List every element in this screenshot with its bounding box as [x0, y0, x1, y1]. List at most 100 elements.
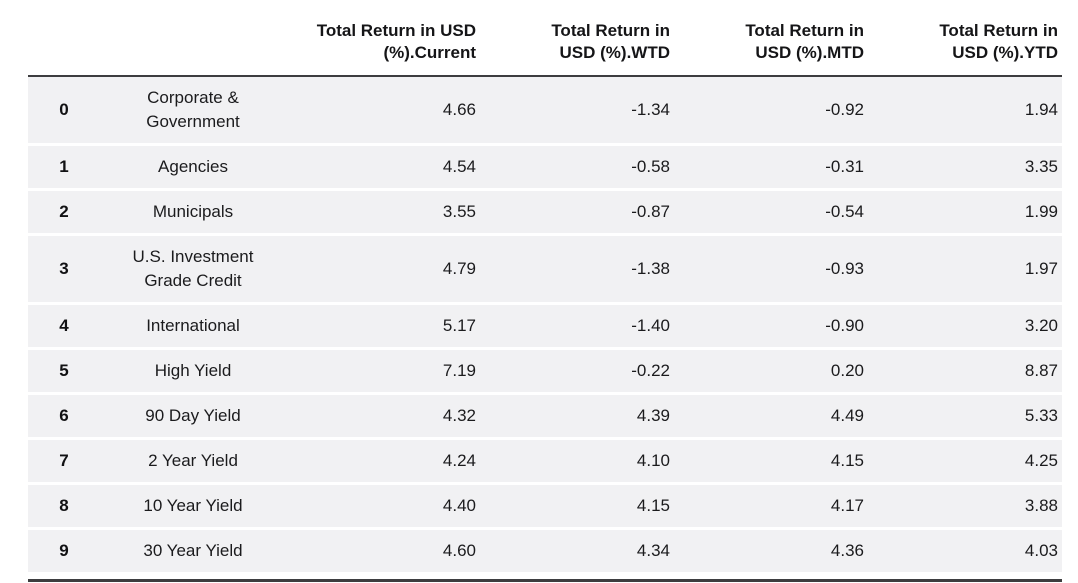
value-mtd: 4.17 [830, 496, 864, 515]
value-wtd: 4.10 [636, 451, 670, 470]
header-line: Total Return in USD [316, 21, 476, 40]
value-wtd: -0.22 [631, 361, 670, 380]
table-row: 8 10 Year Yield 4.40 4.15 4.17 3.88 [28, 483, 1062, 529]
value-mtd: 0.20 [830, 361, 864, 380]
row-index: 1 [59, 157, 69, 176]
row-label: Corporate & Government [100, 76, 286, 145]
row-label: 30 Year Yield [100, 529, 286, 573]
value-wtd: -1.38 [631, 259, 670, 278]
row-index: 3 [59, 259, 69, 278]
value-mtd: -0.90 [825, 316, 864, 335]
row-index: 5 [59, 361, 69, 380]
row-label-text: Agencies [158, 157, 228, 176]
value-current: 4.32 [442, 406, 476, 425]
row-index: 4 [59, 316, 69, 335]
table-row: 1 Agencies 4.54 -0.58 -0.31 3.35 [28, 144, 1062, 190]
table-row: 4 International 5.17 -1.40 -0.90 3.20 [28, 303, 1062, 349]
header-line: Total Return in [745, 21, 864, 40]
value-mtd: -0.54 [825, 202, 864, 221]
value-ytd: 3.20 [1024, 316, 1058, 335]
row-index: 8 [59, 496, 69, 515]
value-ytd: 8.87 [1024, 361, 1058, 380]
row-label-text: 2 Year Yield [148, 451, 238, 470]
value-current: 3.55 [442, 202, 476, 221]
value-current: 4.54 [442, 157, 476, 176]
row-label: 10 Year Yield [100, 484, 286, 529]
value-ytd: 1.94 [1024, 100, 1058, 119]
row-label: High Yield [100, 349, 286, 394]
row-index: 0 [59, 100, 69, 119]
value-current: 4.24 [442, 451, 476, 470]
value-current: 4.66 [442, 100, 476, 119]
value-mtd: 4.49 [830, 406, 864, 425]
header-line: USD (%).MTD [755, 43, 864, 62]
header-total-return-mtd: Total Return in USD (%).MTD [674, 0, 868, 77]
value-wtd: 4.34 [636, 541, 670, 560]
header-row: Total Return in USD (%).Current Total Re… [28, 0, 1062, 77]
value-current: 7.19 [442, 361, 476, 380]
value-ytd: 4.03 [1024, 541, 1058, 560]
table-row: 0 Corporate & Government 4.66 -1.34 -0.9… [28, 76, 1062, 145]
header-line: USD (%).WTD [559, 43, 670, 62]
value-wtd: -1.34 [631, 100, 670, 119]
row-label: 90 Day Yield [100, 394, 286, 439]
table-bottom-rule [28, 579, 1062, 582]
row-index: 7 [59, 451, 69, 470]
row-label-text: 30 Year Yield [143, 541, 243, 560]
header-line: USD (%).YTD [952, 43, 1058, 62]
header-index [28, 0, 100, 77]
value-ytd: 1.97 [1024, 259, 1058, 278]
returns-table: Total Return in USD (%).Current Total Re… [28, 0, 1062, 572]
row-label: U.S. Investment Grade Credit [100, 235, 286, 304]
value-current: 5.17 [442, 316, 476, 335]
value-mtd: 4.36 [830, 541, 864, 560]
table-header: Total Return in USD (%).Current Total Re… [28, 0, 1062, 77]
row-label-text: U.S. Investment Grade Credit [132, 247, 254, 290]
value-current: 4.79 [442, 259, 476, 278]
row-label: Agencies [100, 145, 286, 190]
row-index: 2 [59, 202, 69, 221]
table-row: 5 High Yield 7.19 -0.22 0.20 8.87 [28, 348, 1062, 394]
value-ytd: 4.25 [1024, 451, 1058, 470]
header-total-return-ytd: Total Return in USD (%).YTD [868, 0, 1062, 77]
row-label-text: High Yield [154, 361, 232, 380]
header-line: (%).Current [383, 43, 476, 62]
value-ytd: 1.99 [1024, 202, 1058, 221]
table-body: 0 Corporate & Government 4.66 -1.34 -0.9… [28, 76, 1062, 572]
value-ytd: 3.88 [1024, 496, 1058, 515]
header-line: Total Return in [551, 21, 670, 40]
row-index: 9 [59, 541, 69, 560]
value-wtd: -0.58 [631, 157, 670, 176]
header-total-return-wtd: Total Return in USD (%).WTD [480, 0, 674, 77]
header-line: Total Return in [939, 21, 1058, 40]
table-row: 3 U.S. Investment Grade Credit 4.79 -1.3… [28, 234, 1062, 304]
row-label: International [100, 304, 286, 349]
value-ytd: 5.33 [1024, 406, 1058, 425]
table-row: 9 30 Year Yield 4.60 4.34 4.36 4.03 [28, 528, 1062, 573]
returns-table-container: Total Return in USD (%).Current Total Re… [28, 0, 1062, 582]
row-index: 6 [59, 406, 69, 425]
value-wtd: -1.40 [631, 316, 670, 335]
value-wtd: 4.39 [636, 406, 670, 425]
table-row: 2 Municipals 3.55 -0.87 -0.54 1.99 [28, 189, 1062, 235]
value-mtd: 4.15 [830, 451, 864, 470]
row-label: 2 Year Yield [100, 439, 286, 484]
row-label-text: International [146, 316, 240, 335]
value-current: 4.60 [442, 541, 476, 560]
row-label: Municipals [100, 190, 286, 235]
row-label-text: Municipals [152, 202, 234, 221]
value-wtd: -0.87 [631, 202, 670, 221]
table-row: 7 2 Year Yield 4.24 4.10 4.15 4.25 [28, 438, 1062, 484]
value-mtd: -0.93 [825, 259, 864, 278]
row-label-text: 90 Day Yield [145, 406, 241, 425]
value-mtd: -0.92 [825, 100, 864, 119]
row-label-text: 10 Year Yield [143, 496, 243, 515]
value-ytd: 3.35 [1024, 157, 1058, 176]
table-row: 6 90 Day Yield 4.32 4.39 4.49 5.33 [28, 393, 1062, 439]
value-wtd: 4.15 [636, 496, 670, 515]
value-mtd: -0.31 [825, 157, 864, 176]
value-current: 4.40 [442, 496, 476, 515]
header-total-return-current: Total Return in USD (%).Current [286, 0, 480, 77]
header-label [100, 0, 286, 77]
